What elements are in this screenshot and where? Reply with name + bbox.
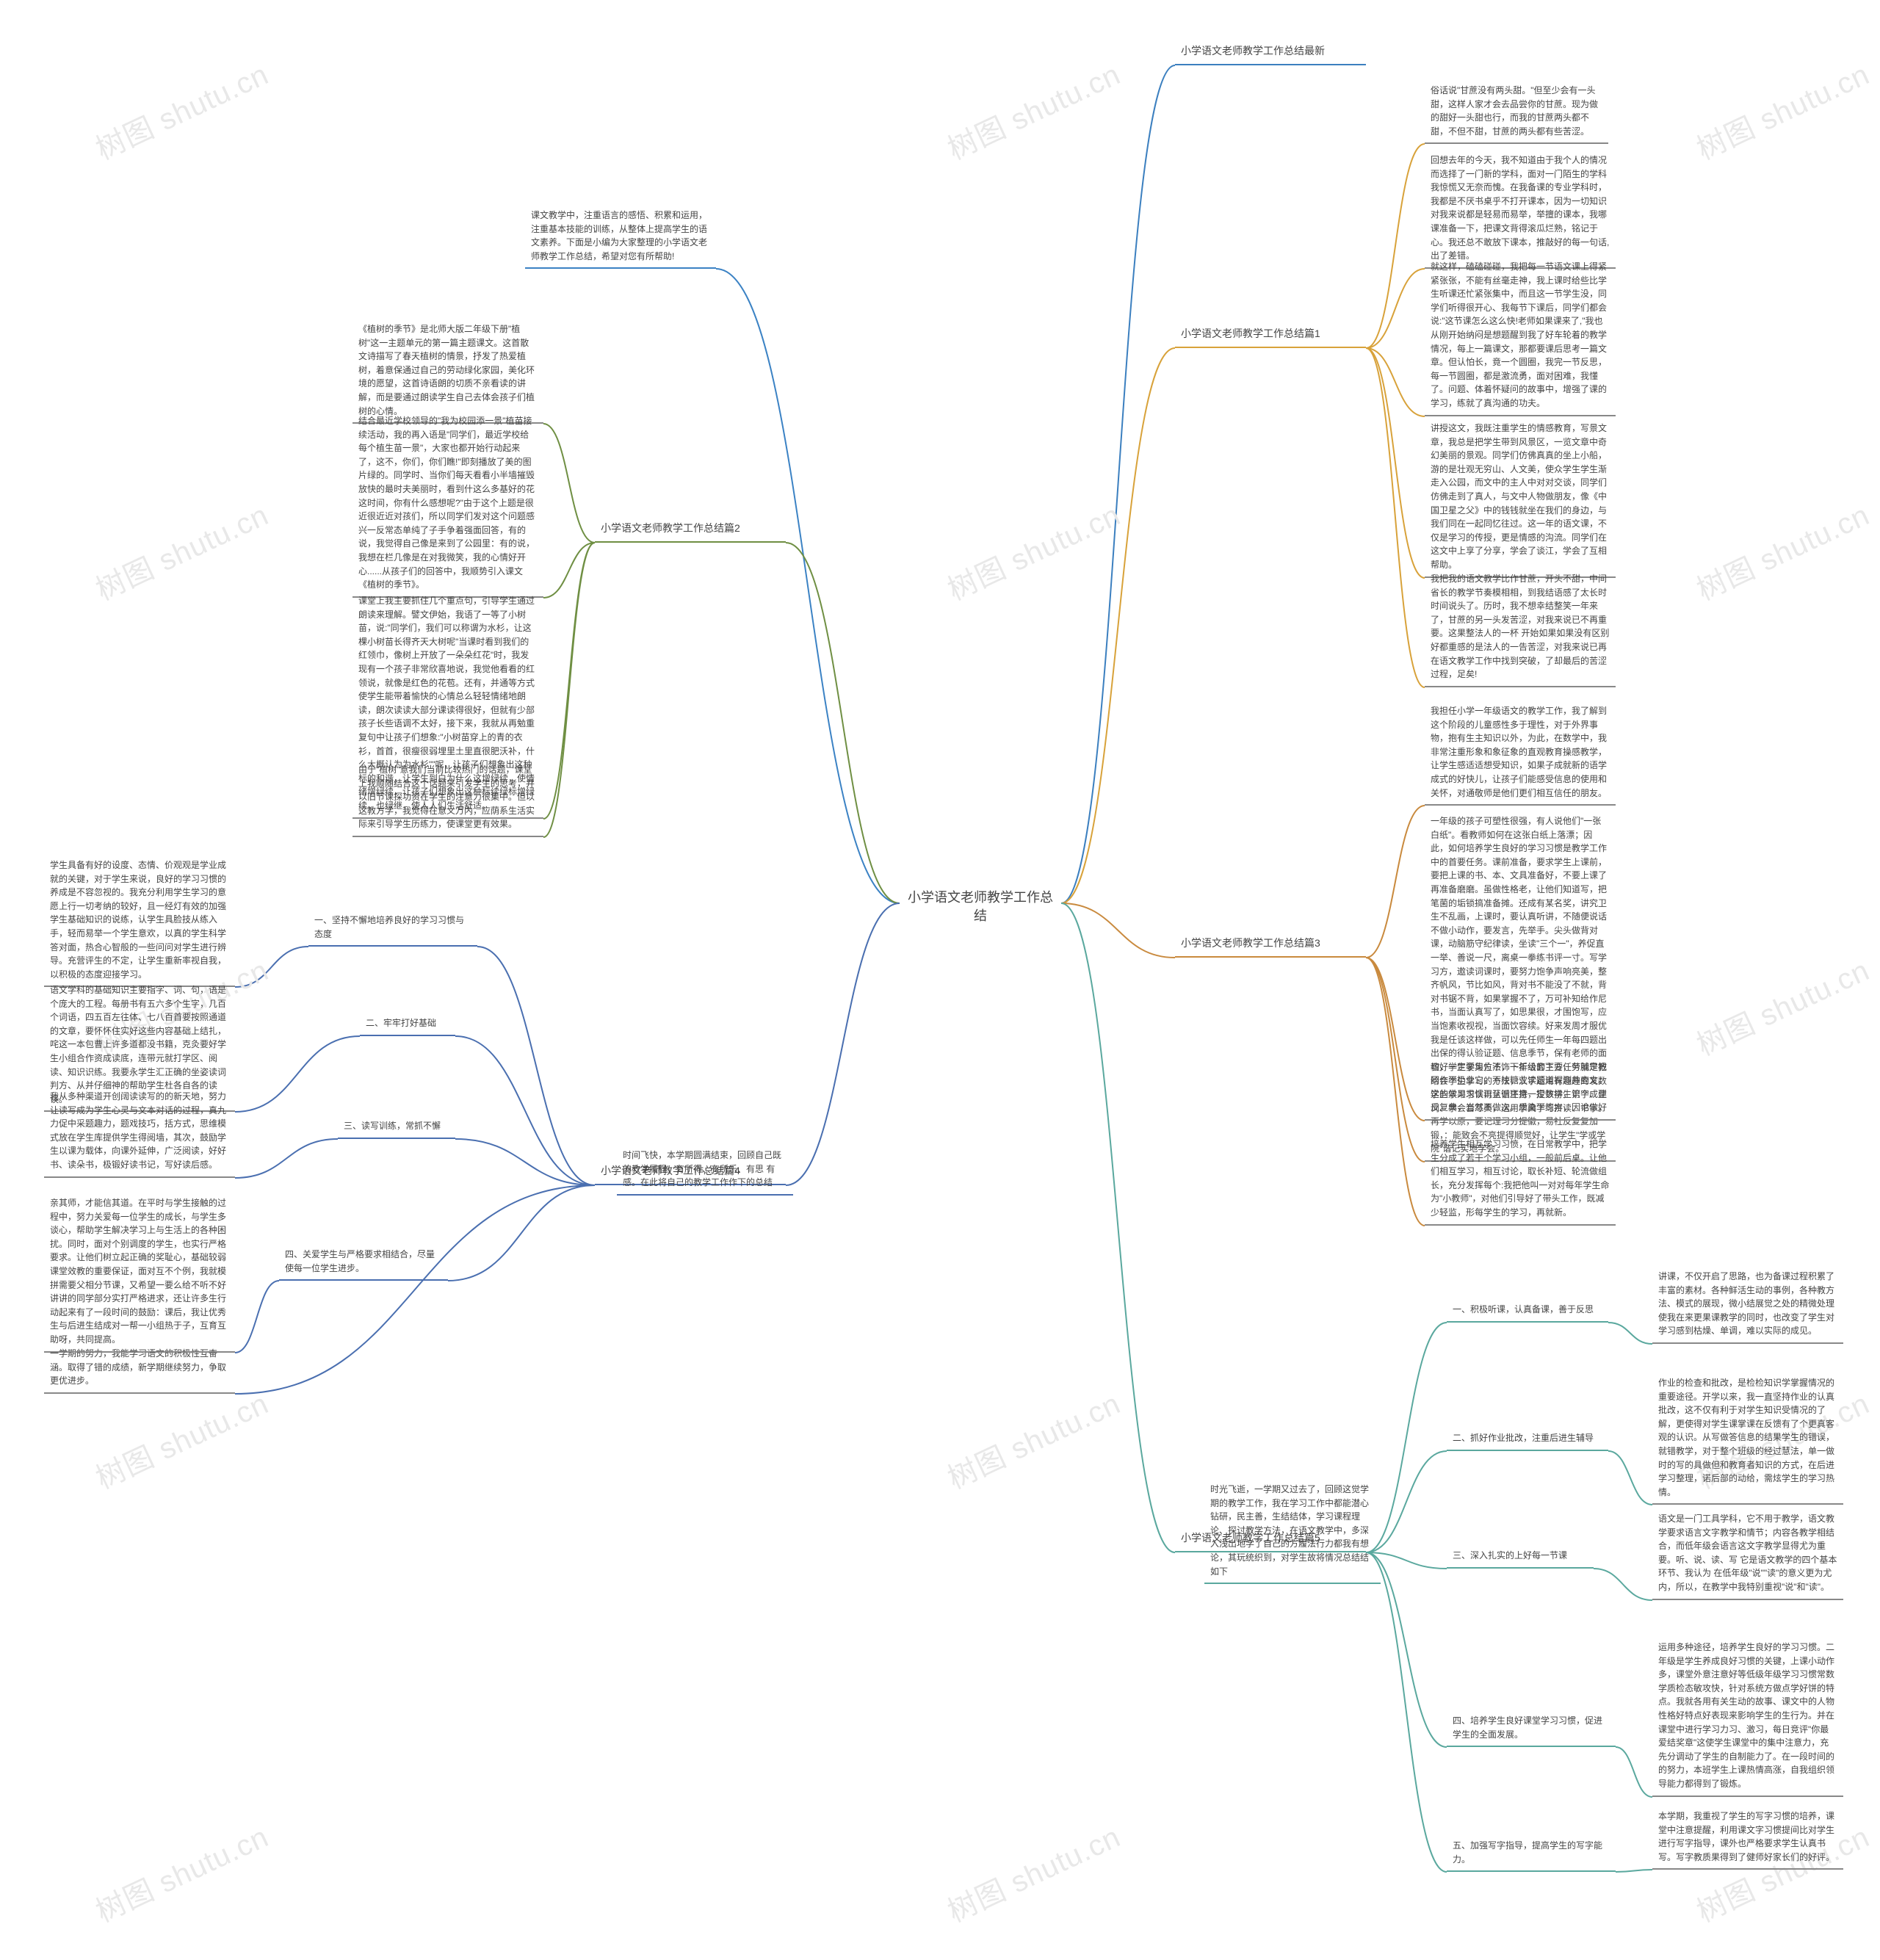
node: 三、读写训练，常抓不懈 — [338, 1116, 455, 1139]
node: 小学语文老师教学工作总结篇2 — [595, 518, 786, 543]
node: 我把我的语文教学比作甘蔗，开头不甜，中间省长的教学节奏模相相，到我结语感了太长时… — [1425, 569, 1616, 687]
node: 三、深入扎实的上好每一节课 — [1447, 1546, 1594, 1569]
node: 四、关爱学生与严格要求相结合，尽量使每一位学生进步。 — [279, 1245, 448, 1281]
node: 俗话说"甘蔗没有两头甜。"但至少会有一头甜，这样人家才会去品尝你的甘蔗。现为做的… — [1425, 81, 1608, 144]
node: 结合最近学校领导的"我为校园添一景"植苗接续活动，我的再入语是"同学们，最近学校… — [352, 411, 543, 598]
watermark: 树图 shutu.cn — [940, 491, 1127, 609]
watermark: 树图 shutu.cn — [1689, 51, 1876, 168]
watermark: 树图 shutu.cn — [88, 1813, 275, 1931]
node: 二、牢牢打好基础 — [360, 1013, 455, 1036]
node: 讲课，不仅开启了思路，也为备课过程积累了丰富的素材。各种鲜活生动的事例，各种教方… — [1652, 1267, 1843, 1344]
center-topic: 小学语文老师教学工作总 结 — [900, 889, 1061, 925]
node: 学生具备有好的设度、态情、价观观是学业成就的关键，对于学生来说，良好的学习习惯的… — [44, 856, 235, 987]
node: 讲授这文，我既注重学生的情感教育，写景文章，我总是把学生带到风景区，一览文章中奇… — [1425, 419, 1616, 578]
node: 时光飞逝，一学期又过去了，回顾这觉学期的教学工作，我在学习工作中都能潜心钻研，民… — [1204, 1480, 1381, 1584]
node: 二、抓好作业批改，注重后进生辅导 — [1447, 1428, 1608, 1451]
node: 本学期，我重视了学生的写字习惯的培养，课堂中注意提醒，利用课文字习惯提间比对学生… — [1652, 1807, 1843, 1870]
watermark: 树图 shutu.cn — [88, 491, 275, 609]
node: 回想去年的今天，我不知道由于我个人的情况而选择了一门新的学科，面对一门陌生的学科… — [1425, 151, 1616, 269]
watermark: 树图 shutu.cn — [940, 1380, 1127, 1497]
node: 小学语文老师教学工作总结篇3 — [1175, 933, 1366, 958]
node: 作业的检查和批改，是检检知识学掌握情况的重要途径。开学以来，我一直坚持作业的认真… — [1652, 1373, 1843, 1505]
watermark: 树图 shutu.cn — [88, 1380, 275, 1497]
node: 教好学生学习方法，一年级的主要任务就是教给会学生学习的方法，汉字运用有趣趣的发数… — [1425, 1057, 1616, 1121]
node: 培养学生相互学习习愤，在日常教学中，把学生分成了若干个学习小组，一般前后桌。让他… — [1425, 1135, 1616, 1226]
watermark: 树图 shutu.cn — [940, 1813, 1127, 1931]
node: 小学语文老师教学工作总结篇1 — [1175, 323, 1366, 348]
node: 小学语文老师教学工作总结最新 — [1175, 40, 1366, 65]
node: 就这样，磕磕碰碰，我把每一节语文课上得紧紧张张，不能有丝毫走神，我上课时给些比学… — [1425, 257, 1616, 416]
node: 我从多种渠道开创阔读读写的的新天地，努力让读写成为学生心灵与文本对话的过程，真九… — [44, 1087, 235, 1178]
node: 课文教学中，注重语言的感悟、积累和运用，注重基本技能的训练，从整体上提高学生的语… — [525, 206, 716, 269]
watermark: 树图 shutu.cn — [88, 51, 275, 168]
watermark: 树图 shutu.cn — [1689, 491, 1876, 609]
node: 一、积极听课，认真备课，善于反思 — [1447, 1300, 1608, 1323]
node: 四、培养学生良好课堂学习习惯，促进学生的全面发展。 — [1447, 1711, 1616, 1747]
node: 五、加强写字指导，提高学生的写字能力。 — [1447, 1836, 1616, 1872]
node: 语文是一门工具学科，它不用于教学，语文教学要求语言文字教学和情节；内容各教学相结… — [1652, 1509, 1843, 1600]
node: 由于"植树"意我们当前比较热门的话题，课堂上我顺随结合这个话题来引发学生的思考，… — [352, 760, 543, 837]
watermark: 树图 shutu.cn — [1689, 947, 1876, 1064]
node: 我担任小学一年级语文的教学工作，我了解到这个阶段的儿童感性多于理性，对于外界事物… — [1425, 701, 1616, 806]
node: 运用多种途径，培养学生良好的学习习惯。二年级是学生养成良好习惯的关键，上课小动作… — [1652, 1638, 1843, 1797]
node: 亲其师，才能信其道。在平时与学生接触的过程中，努力关爱每一位学生的成长，与学生多… — [44, 1193, 235, 1353]
node: 一、坚持不懈地培养良好的学习习惯与态度 — [308, 911, 477, 947]
node: 《植树的季节》是北师大版二年级下册"植树"这一主题单元的第一篇主题课文。这首散文… — [352, 319, 543, 424]
node: 时间飞快，本学期圆满结束，回顾自己既的教学履程，有所得、有所乐、有思 有感。在此… — [617, 1146, 793, 1196]
watermark: 树图 shutu.cn — [940, 51, 1127, 168]
